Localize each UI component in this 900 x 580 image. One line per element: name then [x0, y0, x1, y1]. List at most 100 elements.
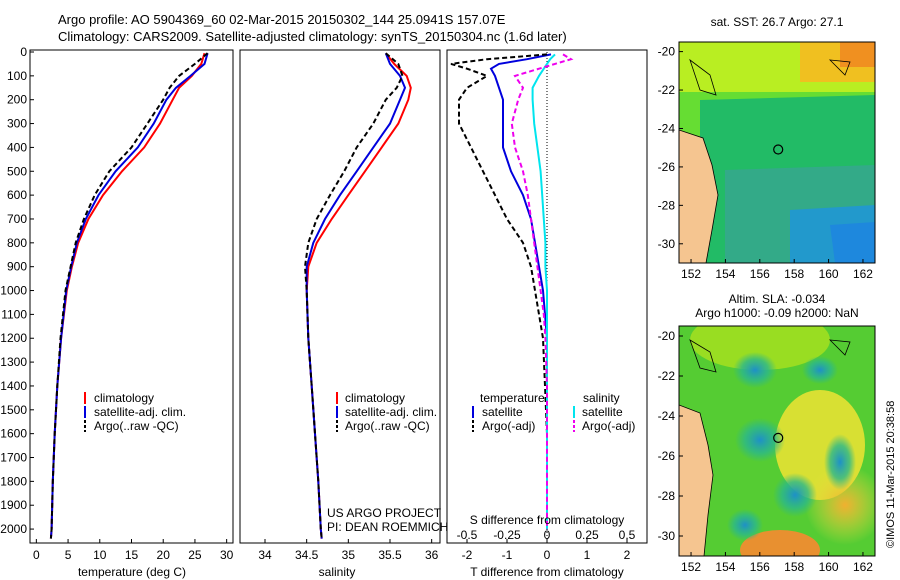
difference-line-s-satellite [531, 53, 556, 530]
map-x-tick-label: 156 [750, 267, 770, 281]
difference-line-s-argo-adj- [510, 53, 574, 530]
salinity-legend: climatology satellite-adj. clim. Argo(..… [336, 391, 437, 433]
map-y-tick-label: -30 [658, 237, 676, 251]
depth-tick-label: 200 [7, 93, 27, 107]
map-y-tick-label: -26 [658, 160, 676, 174]
australia-coast-sst [679, 129, 719, 263]
map-y-tick-label: -20 [658, 329, 676, 343]
map-y-tick-label: -26 [658, 449, 676, 463]
s-difference-xlabel: S difference from climatology [470, 513, 625, 527]
legend-label-s-satellite: satellite [582, 405, 623, 419]
legend-label-t-argo: Argo(-adj) [482, 419, 535, 433]
legend-label-climatology: climatology [345, 391, 405, 405]
map-y-tick-label: -28 [658, 198, 676, 212]
x-tick-label: 34 [258, 548, 272, 562]
s-x-tick-label: -0.25 [493, 528, 521, 542]
map-x-tick-label: 154 [715, 560, 735, 574]
x-tick-label: 1 [584, 548, 591, 562]
legend-label-satellite: satellite-adj. clim. [94, 405, 186, 419]
map-x-tick-label: 154 [715, 267, 735, 281]
map-y-tick-label: -22 [658, 369, 676, 383]
s-x-tick-label: 0.5 [619, 528, 636, 542]
x-tick-label: 36 [425, 548, 439, 562]
map-x-tick-label: 160 [819, 267, 839, 281]
t-difference-xlabel: T difference from climatology [470, 565, 624, 579]
x-tick-label: 0 [33, 548, 40, 562]
depth-tick-label: 1200 [0, 331, 27, 345]
map-x-tick-label: 162 [853, 267, 873, 281]
depth-tick-label: 1000 [0, 284, 27, 298]
header-line1: Argo profile: AO 5904369_60 02-Mar-2015 … [58, 12, 506, 27]
depth-tick-label: 500 [7, 164, 27, 178]
salinity-series [303, 52, 412, 539]
legend-label-climatology: climatology [94, 391, 154, 405]
series-line-climatology [49, 52, 206, 539]
sla-map [679, 326, 875, 556]
difference-legend: temperature satellite Argo(-adj) salinit… [472, 391, 635, 433]
imos-credit: ©IMOS 11-Mar-2015 20:38:58 [885, 401, 897, 548]
legend-title-temperature: temperature [480, 391, 545, 405]
sla-map-subtitle: Argo h1000: -0.09 h2000: NaN [695, 306, 858, 320]
sla-map-ticks: 152 154 156 158 160 162 -20 -22 -24 -26 -28 -30 [658, 329, 874, 574]
temperature-series [49, 52, 209, 539]
temperature-x-ticks: 0 5 10 15 20 25 30 [33, 539, 234, 562]
x-tick-label: 5 [65, 548, 72, 562]
map-y-tick-label: -24 [658, 121, 676, 135]
legend-label-satellite: satellite-adj. clim. [345, 405, 437, 419]
legend-label-t-satellite: satellite [482, 405, 523, 419]
series-line-satellite-adj-clim- [305, 52, 407, 539]
map-y-tick-label: -22 [658, 83, 676, 97]
map-x-tick-label: 158 [784, 560, 804, 574]
depth-tick-label: 1300 [0, 355, 27, 369]
legend-label-argo: Argo(..raw -QC) [345, 419, 430, 433]
project-annotation: US ARGO PROJECT [327, 506, 442, 520]
s-x-tick-label: -0.5 [457, 528, 478, 542]
s-x-tick-label: 0.25 [575, 528, 599, 542]
legend-title-salinity: salinity [583, 391, 620, 405]
legend-label-s-argo: Argo(-adj) [582, 419, 635, 433]
map-x-tick-label: 162 [853, 560, 873, 574]
x-tick-label: 10 [93, 548, 107, 562]
difference-series [450, 53, 574, 530]
australia-coast-sla [679, 404, 714, 556]
depth-tick-label: 2000 [0, 522, 27, 536]
argo-position-marker-sla [773, 432, 784, 443]
x-tick-label: 34.5 [295, 548, 319, 562]
depth-tick-label: 300 [7, 117, 27, 131]
map-x-tick-label: 160 [819, 560, 839, 574]
x-tick-label: 15 [125, 548, 139, 562]
depth-tick-label: 900 [7, 260, 27, 274]
map-y-tick-label: -24 [658, 409, 676, 423]
legend-label-argo: Argo(..raw -QC) [94, 419, 179, 433]
depth-tick-label: 700 [7, 212, 27, 226]
pi-annotation: PI: DEAN ROEMMICH [327, 520, 448, 534]
temperature-panel-frame [29, 49, 234, 544]
x-tick-label: -1 [502, 548, 513, 562]
map-y-tick-label: -20 [658, 45, 676, 59]
depth-tick-label: 1500 [0, 403, 27, 417]
series-line-satellite-adj-clim- [49, 52, 209, 539]
depth-tick-label: 1400 [0, 379, 27, 393]
map-y-tick-label: -30 [658, 529, 676, 543]
salinity-panel-frame [239, 49, 441, 544]
argo-position-marker-sst [773, 144, 784, 155]
map-y-tick-label: -28 [658, 489, 676, 503]
sla-map-title: Altim. SLA: -0.034 [729, 292, 826, 306]
difference-line-t-satellite [489, 53, 552, 530]
depth-axis: 0 100 200 300 400 500 600 700 800 900 1000 1100 1200… [0, 45, 34, 536]
x-tick-label: 0 [544, 548, 551, 562]
depth-tick-label: 1800 [0, 474, 27, 488]
sla-map-frame [678, 325, 876, 557]
sst-map-ticks: 152 154 156 158 160 162 -20 -22 -24 -26 -28 -30 [658, 45, 874, 281]
x-tick-label: 35 [342, 548, 356, 562]
salinity-x-ticks: 34 34.5 35 35.5 36 [258, 539, 439, 562]
depth-tick-label: 0 [20, 45, 27, 59]
series-line-argo-raw-qc- [49, 52, 209, 539]
series-line-argo-raw-qc- [303, 52, 404, 539]
depth-tick-label: 600 [7, 188, 27, 202]
x-tick-label: 20 [157, 548, 171, 562]
x-tick-label: 25 [188, 548, 202, 562]
sst-map [679, 42, 875, 263]
